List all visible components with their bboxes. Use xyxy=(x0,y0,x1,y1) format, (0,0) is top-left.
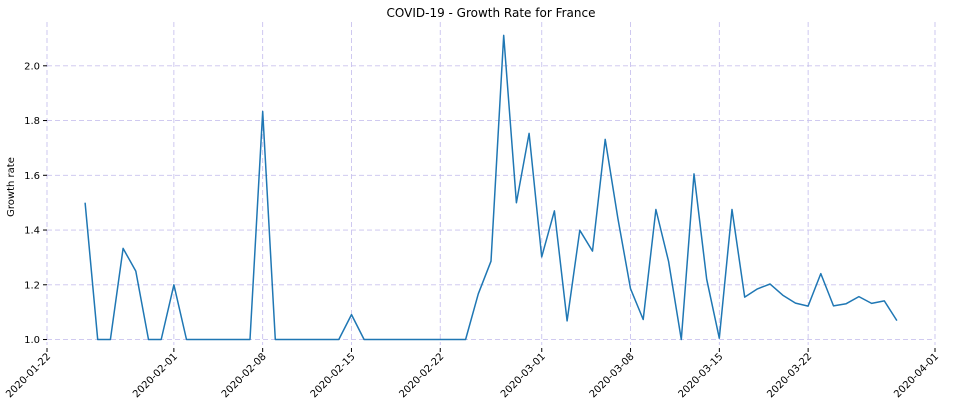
y-tick-label: 1.0 xyxy=(24,335,40,346)
chart-title: COVID-19 - Growth Rate for France xyxy=(387,6,596,20)
y-tick-label: 1.4 xyxy=(24,226,40,237)
y-axis-label: Growth rate xyxy=(6,157,17,217)
y-tick-label: 1.6 xyxy=(24,171,40,182)
x-tick-label: 2020-03-01 xyxy=(499,351,548,400)
x-tick-label: 2020-02-22 xyxy=(397,351,446,400)
x-axis: 2020-01-22 2020-02-01 2020-02-08 2020-02-15… xyxy=(4,348,941,400)
x-tick-label: 2020-03-15 xyxy=(677,351,726,400)
x-tick-label: 2020-04-01 xyxy=(892,351,941,400)
x-tick-label: 2020-02-08 xyxy=(220,351,269,400)
y-tick-label: 2.0 xyxy=(24,61,40,72)
x-tick-label: 2020-02-01 xyxy=(131,351,180,400)
series-layer xyxy=(84,34,898,341)
y-axis: 1.0 1.2 1.4 1.6 1.8 2.0 xyxy=(24,61,47,346)
x-tick-label: 2020-03-22 xyxy=(765,351,814,400)
x-tick-label: 2020-03-08 xyxy=(588,351,637,400)
series-line xyxy=(84,34,898,341)
x-tick-label: 2020-02-15 xyxy=(309,351,358,400)
grid xyxy=(46,22,936,345)
x-tick-label: 2020-01-22 xyxy=(4,351,53,400)
y-tick-label: 1.2 xyxy=(24,280,40,291)
y-tick-label: 1.8 xyxy=(24,116,40,127)
